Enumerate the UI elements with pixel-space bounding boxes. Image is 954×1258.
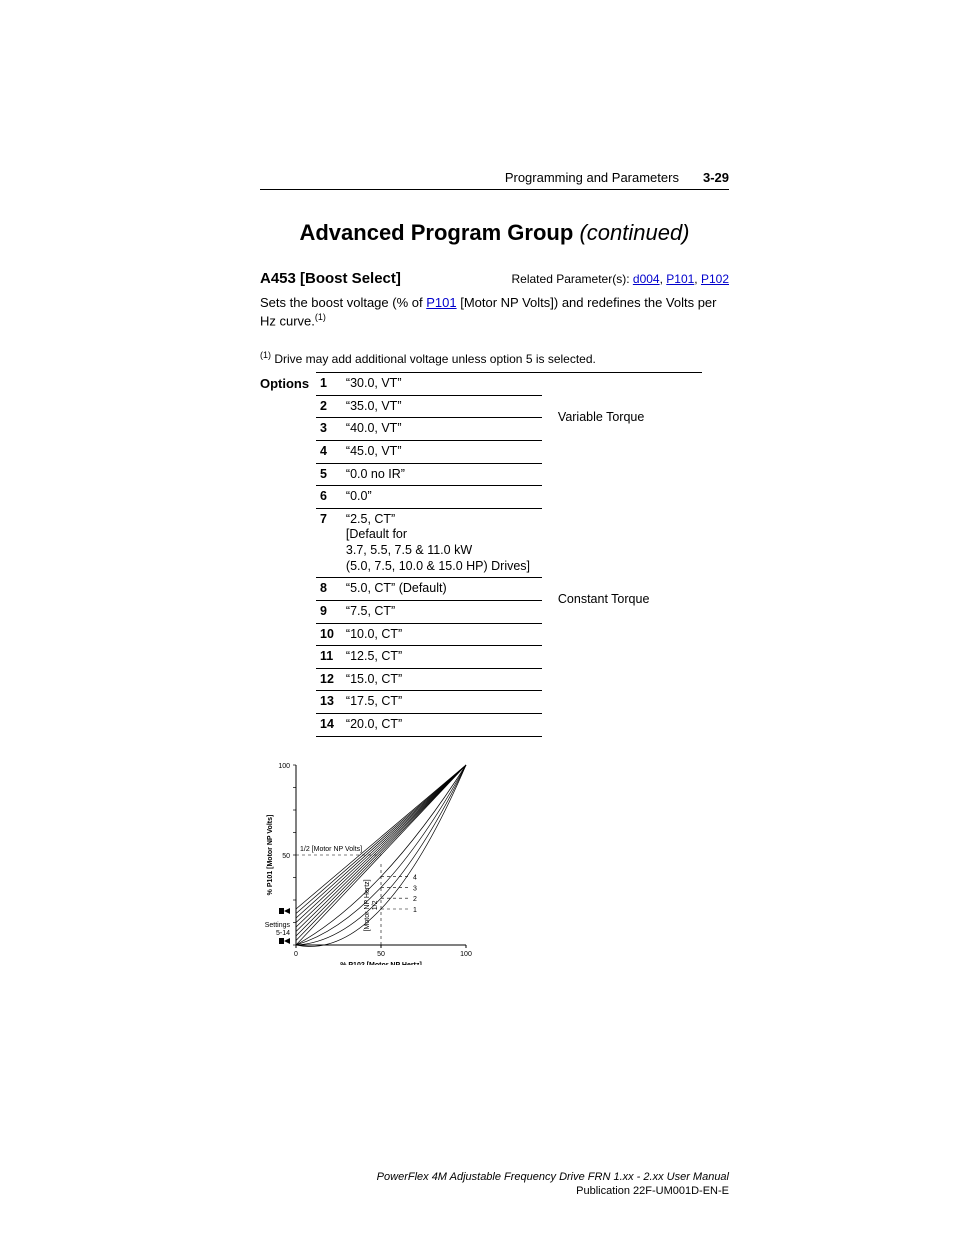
svg-text:0: 0 xyxy=(294,951,298,958)
options-table: 1“30.0, VT”Variable Torque 2“35.0, VT” 3… xyxy=(316,372,702,737)
desc-superscript: (1) xyxy=(315,312,326,322)
svg-text:2: 2 xyxy=(413,896,417,903)
footer-publication: Publication 22F-UM001D-EN-E xyxy=(260,1184,729,1198)
related-label: Related Parameter(s): xyxy=(512,272,630,286)
section-title-main: Advanced Program Group xyxy=(299,220,573,245)
parameter-description: Sets the boost voltage (% of P101 [Motor… xyxy=(260,295,729,330)
table-row: 1“30.0, VT”Variable Torque xyxy=(316,373,702,396)
section-title: Advanced Program Group (continued) xyxy=(260,220,729,246)
svg-text:3: 3 xyxy=(413,885,417,892)
svg-text:100: 100 xyxy=(460,951,472,958)
group-variable-torque: Variable Torque xyxy=(542,373,702,464)
svg-text:% P102 [Motor NP Hertz]: % P102 [Motor NP Hertz] xyxy=(340,962,422,965)
related-parameters: Related Parameter(s): d004, P101, P102 xyxy=(512,272,730,286)
svg-text:5-14: 5-14 xyxy=(276,930,290,937)
related-link-p101[interactable]: P101 xyxy=(666,272,694,286)
page-header: Programming and Parameters 3-29 xyxy=(260,170,729,190)
group-constant-torque: Constant Torque xyxy=(542,463,702,736)
options-label: Options xyxy=(260,372,316,737)
related-link-p102[interactable]: P102 xyxy=(701,272,729,286)
header-page-number: 3-29 xyxy=(703,170,729,185)
desc-pre: Sets the boost voltage (% of xyxy=(260,295,426,310)
volts-per-hz-chart: 50 100 0 50 100 % P102 [Motor NP Hertz] % P101… xyxy=(256,755,729,970)
footnote-text: Drive may add additional voltage unless … xyxy=(271,352,596,366)
svg-text:1/2: 1/2 xyxy=(372,900,379,910)
svg-text:1/2 [Motor NP Volts]: 1/2 [Motor NP Volts] xyxy=(300,846,362,853)
svg-text:% P101 [Motor NP Volts]: % P101 [Motor NP Volts] xyxy=(267,814,274,895)
svg-text:4: 4 xyxy=(413,874,417,881)
parameter-name: A453 [Boost Select] xyxy=(260,270,401,287)
svg-text:100: 100 xyxy=(278,763,290,770)
svg-text:Settings: Settings xyxy=(265,922,291,929)
footnote-sup: (1) xyxy=(260,350,271,360)
svg-text:1: 1 xyxy=(413,907,417,914)
related-link-d004[interactable]: d004 xyxy=(633,272,660,286)
section-title-continued: (continued) xyxy=(579,220,689,245)
option-7-detail: “2.5, CT” [Default for 3.7, 5.5, 7.5 & 1… xyxy=(342,508,542,578)
page-footer: PowerFlex 4M Adjustable Frequency Drive … xyxy=(260,1170,729,1199)
svg-text:[Motor NP Hertz]: [Motor NP Hertz] xyxy=(364,879,371,931)
table-row: 5“0.0 no IR”Constant Torque xyxy=(316,463,702,486)
header-section: Programming and Parameters xyxy=(505,170,679,185)
svg-text:50: 50 xyxy=(282,853,290,860)
footnote: (1) Drive may add additional voltage unl… xyxy=(260,350,729,366)
desc-link-p101[interactable]: P101 xyxy=(426,295,456,310)
footer-manual-title: PowerFlex 4M Adjustable Frequency Drive … xyxy=(260,1170,729,1184)
svg-text:50: 50 xyxy=(377,951,385,958)
